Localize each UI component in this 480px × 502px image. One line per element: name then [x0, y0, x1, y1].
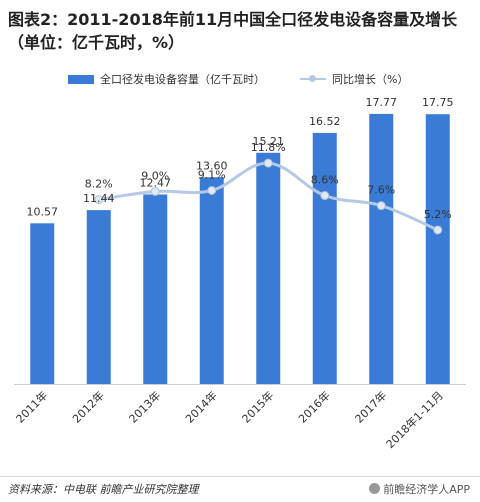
- x-tick-label-7: 2018年1-11月: [383, 388, 446, 451]
- bar-4: [256, 152, 281, 384]
- growth-point-1: [94, 195, 104, 205]
- growth-point-3: [207, 185, 217, 195]
- x-tick-label-4: 2015年: [239, 388, 276, 425]
- growth-value-label-1: 8.2%: [85, 178, 113, 191]
- x-tick-label-6: 2017年: [352, 388, 389, 425]
- growth-value-label-3: 9.1%: [198, 168, 226, 181]
- bar-value-label-1: 11.44: [83, 192, 115, 205]
- bar-5: [312, 132, 337, 384]
- brand-logo-text: 前瞻经济学人APP: [383, 483, 470, 496]
- growth-point-2: [150, 186, 160, 196]
- growth-value-label-7: 5.2%: [424, 208, 452, 221]
- x-tick-label-1: 2012年: [69, 388, 106, 425]
- growth-value-label-4: 11.8%: [251, 141, 286, 154]
- bar-3: [199, 177, 224, 384]
- growth-value-label-6: 7.6%: [367, 184, 395, 197]
- growth-value-label-5: 8.6%: [311, 174, 339, 187]
- x-tick-label-0: 2011年: [13, 388, 50, 425]
- bar-2: [143, 194, 168, 384]
- chart-plot: 10.57 11.44 12.47 13.60 15.21 16.52 17.77 17.75…: [13, 96, 466, 451]
- legend-item-line: 同比增长（%）: [300, 71, 408, 87]
- brand-logo: 前瞻经济学人APP: [369, 481, 470, 497]
- chart-legend: 全口径发电设备容量（亿千瓦时） 同比增长（%）: [0, 71, 480, 89]
- bar-value-label-2: 12.47: [140, 176, 172, 189]
- legend-bar-swatch: [68, 74, 94, 84]
- bar-6: [369, 113, 394, 385]
- x-tick-label-5: 2016年: [295, 388, 332, 425]
- footer: 资料来源：中电联 前瞻产业研究院整理 前瞻经济学人APP: [0, 476, 480, 502]
- wechat-icon: [369, 483, 381, 494]
- bar-value-label-5: 16.52: [309, 115, 341, 128]
- legend-item-bar: 全口径发电设备容量（亿千瓦时）: [68, 71, 265, 87]
- growth-point-5: [320, 191, 330, 201]
- x-tick-label-3: 2014年: [182, 388, 219, 425]
- bar-7: [425, 114, 450, 384]
- growth-point-6: [376, 201, 386, 211]
- bar-value-label-6: 17.77: [366, 96, 398, 109]
- bar-value-label-3: 13.60: [196, 159, 228, 172]
- growth-value-label-2: 9.0%: [141, 169, 169, 182]
- legend-line-swatch: [300, 73, 326, 85]
- bar-1: [86, 210, 111, 384]
- bar-value-label-4: 15.21: [253, 135, 285, 148]
- bar-0: [30, 223, 55, 384]
- growth-point-7: [433, 225, 443, 235]
- legend-bar-label: 全口径发电设备容量（亿千瓦时）: [100, 73, 265, 86]
- source-note: 资料来源：中电联 前瞻产业研究院整理: [8, 483, 199, 496]
- chart-title: 图表2：2011-2018年前11月中国全口径发电设备容量及增长（单位：亿千瓦时…: [8, 10, 458, 52]
- bar-value-label-0: 10.57: [27, 205, 59, 218]
- bar-value-label-7: 17.75: [422, 96, 454, 109]
- x-tick-label-2: 2013年: [126, 388, 163, 425]
- legend-line-label: 同比增长（%）: [332, 73, 409, 86]
- growth-point-4: [263, 158, 273, 168]
